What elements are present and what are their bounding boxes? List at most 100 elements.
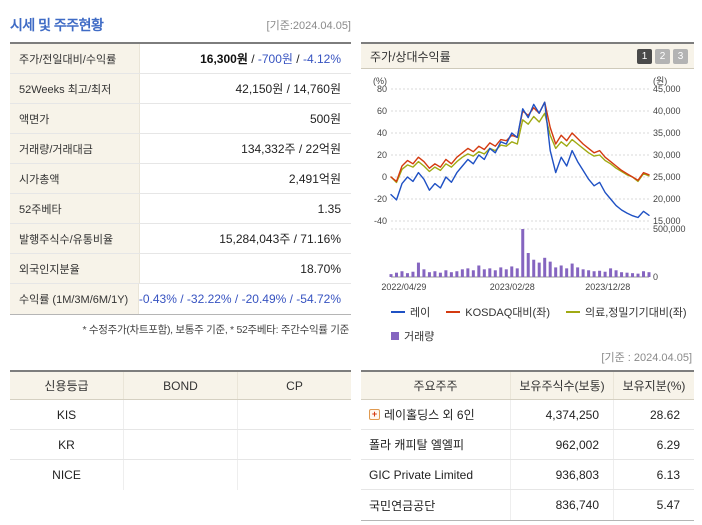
svg-text:2023/02/28: 2023/02/28 <box>490 282 535 292</box>
svg-text:45,000: 45,000 <box>653 84 681 94</box>
quote-row: 52Weeks 최고/최저 42,150원 / 14,760원 <box>10 74 351 104</box>
chart-panel-title: 주가/상대수익률 <box>370 49 451 64</box>
chart-period-button-1[interactable]: 1 <box>637 48 652 64</box>
credit-row: KIS <box>10 400 351 430</box>
credit-header-bond: BOND <box>124 372 238 399</box>
legend-volume-marker <box>391 332 399 340</box>
page-title: 시세 및 주주현황 <box>10 17 104 33</box>
svg-text:0: 0 <box>382 172 387 182</box>
title-row: 시세 및 주주현황 [기준:2024.04.05] <box>10 8 351 42</box>
svg-text:35,000: 35,000 <box>653 128 681 138</box>
shareholder-row: + 레이홀딩스 외 6인 4,374,250 28.62 <box>361 400 694 430</box>
as-of-date: [기준:2024.04.05] <box>266 20 351 32</box>
svg-text:15,000: 15,000 <box>653 216 681 226</box>
shareholder-table: 주요주주 보유주식수(보통) 보유지분(%) + 레이홀딩스 외 6인 4,374,… <box>361 370 694 521</box>
chart-period-button-3[interactable]: 3 <box>673 48 688 64</box>
credit-header-agency: 신용등급 <box>10 372 124 399</box>
svg-text:80: 80 <box>377 84 387 94</box>
svg-text:-40: -40 <box>374 216 387 226</box>
credit-agency: KIS <box>10 400 124 429</box>
svg-text:25,000: 25,000 <box>653 172 681 182</box>
svg-text:(원): (원) <box>653 76 667 86</box>
shareholder-ratio: 6.13 <box>656 467 680 482</box>
svg-text:-20: -20 <box>374 194 387 204</box>
legend-break <box>391 323 694 325</box>
shareholder-row: 폴라 캐피탈 엘엘피 962,002 6.29 <box>361 430 694 460</box>
shareholder-ratio: 5.47 <box>656 498 680 512</box>
price-chart: 80 45,000 60 40,000 40 35,000 20 30,000 0 25,000 -… <box>361 69 694 300</box>
shareholder-name: 폴라 캐피탈 엘엘피 <box>361 430 511 459</box>
legend-item: KOSDAQ대비(좌) <box>446 304 550 320</box>
quote-value: 42,150원 / 14,760원 <box>235 82 342 96</box>
chart-period-button-2[interactable]: 2 <box>655 48 670 64</box>
svg-text:30,000: 30,000 <box>653 150 681 160</box>
credit-cp <box>238 460 351 490</box>
quote-row: 액면가 500원 <box>10 104 351 134</box>
quote-row: 주가/전일대비/수익률 16,300원 / -700원 / -4.12% <box>10 44 351 74</box>
legend-line-marker <box>391 311 405 313</box>
major-shareholder-icon: + <box>369 409 380 420</box>
legend-line-marker <box>446 311 461 313</box>
bottom-section: 신용등급 BOND CP KIS KR NICE 주요주주 보유주식수(보통) 보유… <box>10 370 694 525</box>
quote-panel: 시세 및 주주현황 [기준:2024.04.05] 주가/전일대비/수익률 16,… <box>10 8 351 365</box>
svg-text:0: 0 <box>653 272 658 282</box>
credit-bond <box>124 430 238 459</box>
shareholder-header-shares: 보유주식수(보통) <box>511 372 614 399</box>
legend-item: 의료,정밀기기대비(좌) <box>566 304 686 320</box>
quote-value: 2,491억원 <box>288 172 341 186</box>
svg-text:40,000: 40,000 <box>653 106 681 116</box>
quote-label: 주가/전일대비/수익률 <box>10 44 140 73</box>
quote-label: 거래량/거래대금 <box>10 134 140 163</box>
credit-cp <box>238 430 351 459</box>
credit-agency: NICE <box>10 460 124 490</box>
quote-label: 시가총액 <box>10 164 140 193</box>
quote-footnote: * 수정주가(차트포함), 보통주 기준, * 52주베타: 주간수익률 기준 <box>82 324 350 336</box>
quote-label: 외국인지분율 <box>10 254 140 283</box>
shareholder-shares: 836,740 <box>511 490 614 520</box>
credit-header-cp: CP <box>286 378 303 393</box>
credit-table-header: 신용등급 BOND CP <box>10 372 351 400</box>
quote-label: 발행주식수/유통비율 <box>10 224 140 253</box>
quote-table: 주가/전일대비/수익률 16,300원 / -700원 / -4.12% 52Wee… <box>10 42 351 315</box>
quote-row: 수익률 (1M/3M/6M/1Y) -0.43% / -32.22% / -20.… <box>10 284 351 314</box>
quote-row: 외국인지분율 18.70% <box>10 254 351 284</box>
price-chart-svg: 80 45,000 60 40,000 40 35,000 20 30,000 0 25,000 -… <box>373 76 686 292</box>
quote-value: 18.70% <box>300 261 341 276</box>
credit-row: KR <box>10 430 351 460</box>
shareholder-shares: 936,803 <box>511 460 614 489</box>
quote-value: 1.35 <box>317 201 341 216</box>
quote-row: 거래량/거래대금 134,332주 / 22억원 <box>10 134 351 164</box>
shareholder-name: GIC Private Limited <box>361 460 511 489</box>
svg-text:500,000: 500,000 <box>653 224 686 234</box>
credit-table-body: KIS KR NICE <box>10 400 351 490</box>
legend-line-marker <box>566 311 581 313</box>
quote-label: 액면가 <box>10 104 140 133</box>
shareholder-shares: 962,002 <box>511 430 614 459</box>
svg-text:(%): (%) <box>373 76 387 86</box>
shareholder-row: GIC Private Limited 936,803 6.13 <box>361 460 694 490</box>
quote-value: 15,284,043주 / 71.16% <box>219 232 341 246</box>
shareholder-ratio: 28.62 <box>649 407 680 422</box>
svg-text:60: 60 <box>377 106 387 116</box>
credit-cp <box>238 400 351 429</box>
legend-item-volume: 거래량 <box>391 328 434 344</box>
svg-text:40: 40 <box>377 128 387 138</box>
shareholder-name: + 레이홀딩스 외 6인 <box>361 400 511 429</box>
shareholder-panel: 주요주주 보유주식수(보통) 보유지분(%) + 레이홀딩스 외 6인 4,374,… <box>361 370 694 525</box>
quote-label: 수익률 (1M/3M/6M/1Y) <box>10 284 139 314</box>
quote-label: 52Weeks 최고/최저 <box>10 74 140 103</box>
credit-rating-table: 신용등급 BOND CP KIS KR NICE <box>10 370 351 525</box>
quote-label: 52주베타 <box>10 194 140 223</box>
shareholder-header-ratio: 보유지분(%) <box>622 379 686 393</box>
svg-text:2022/04/29: 2022/04/29 <box>381 282 426 292</box>
shareholder-row: 국민연금공단 836,740 5.47 <box>361 490 694 520</box>
shareholder-table-body: + 레이홀딩스 외 6인 4,374,250 28.62 폴라 캐피탈 엘엘피 962,0… <box>361 400 694 520</box>
quote-value: 500원 <box>309 112 341 126</box>
quote-row: 발행주식수/유통비율 15,284,043주 / 71.16% <box>10 224 351 254</box>
svg-text:20,000: 20,000 <box>653 194 681 204</box>
quote-value: 134,332주 / 22억원 <box>241 142 341 156</box>
